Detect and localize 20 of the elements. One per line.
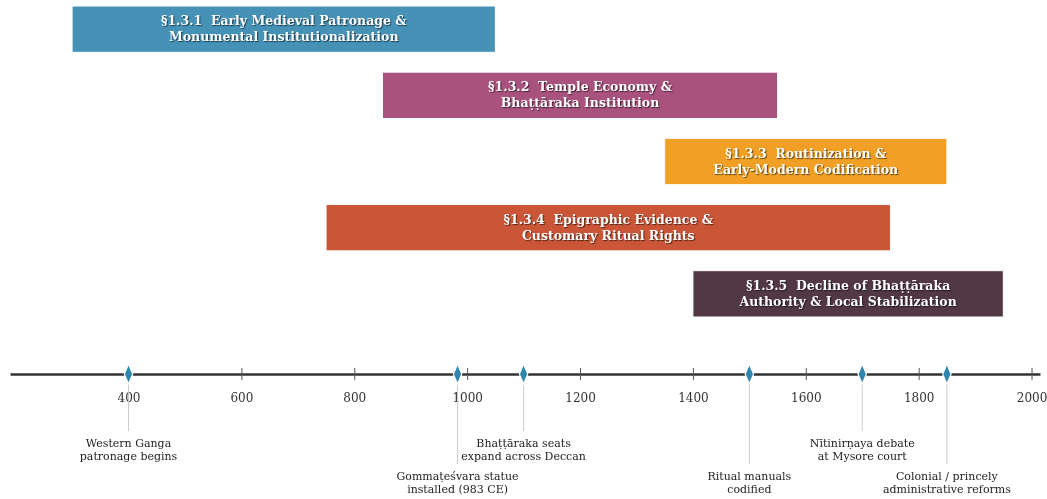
y-tick-label: §1.3.2 Temple Economy & Bhaṭṭāraka Institution [488,79,673,111]
x-tick-label: 1000 [452,391,483,406]
x-tick-label: 2000 [1016,391,1047,406]
ref-line-label: Ritual manuals codified [707,470,792,496]
y-tick-label: §1.3.4 Epigraphic Evidence & Customary Ritual Rights [503,211,714,243]
ref-line-label: Colonial / princely administrative reforms [882,470,1012,496]
ref-line-label: Gommaṭeśvara statue installed (983 CE) [396,470,519,496]
x-tick-label: 400 [117,391,141,406]
y-tick-label: §1.3.1 Early Medieval Patronage & Monumental Institutionalization [160,13,408,45]
x-tick-label: 600 [230,391,254,406]
y-tick-label: §1.3.5 Decline of Bhaṭṭāraka Authority & Local Stabilization [738,277,957,309]
x-tick-label: 1400 [678,391,709,406]
x-tick-label: 1200 [565,391,596,406]
x-tick-label: 800 [343,391,367,406]
x-tick-label: 1800 [903,391,935,406]
ref-line-label: Bhaṭṭāraka seats expand across Deccan [461,437,586,463]
ref-line-label: Nītinirṇaya debate at Mysore court [809,437,915,463]
ref-line-label: Western Ganga patronage begins [79,437,178,463]
x-tick-label: 1600 [791,391,822,406]
y-tick-label: §1.3.3 Routinization & Early-Modern Codification [713,145,899,177]
